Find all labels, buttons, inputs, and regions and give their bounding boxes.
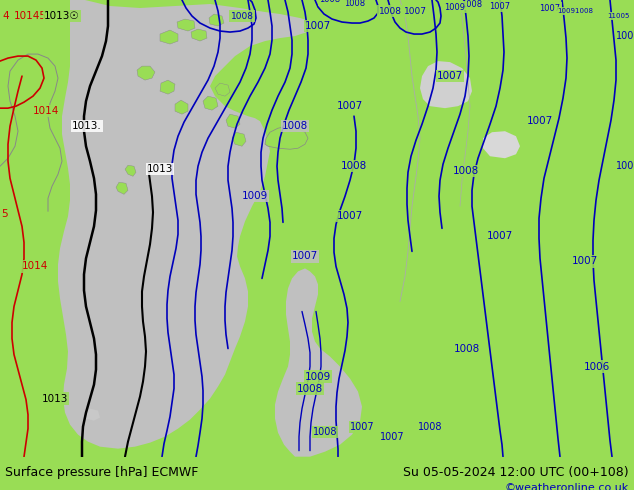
Text: 1013.: 1013. (72, 121, 101, 131)
Text: 4: 4 (2, 11, 9, 21)
Text: 1007: 1007 (487, 231, 513, 242)
Polygon shape (58, 0, 315, 449)
Text: 1006: 1006 (584, 362, 610, 371)
Text: 1008: 1008 (462, 0, 482, 8)
Polygon shape (275, 269, 362, 457)
Polygon shape (177, 19, 195, 31)
Polygon shape (125, 165, 136, 176)
Text: 1013: 1013 (42, 393, 68, 404)
Text: 1008: 1008 (418, 421, 443, 432)
Polygon shape (191, 29, 207, 41)
Text: 1007: 1007 (337, 211, 363, 221)
Text: 1009: 1009 (444, 2, 465, 11)
Text: 1008: 1008 (453, 166, 479, 176)
Text: 1008: 1008 (282, 121, 308, 131)
Text: 1008: 1008 (297, 384, 323, 393)
Polygon shape (215, 83, 230, 96)
Text: 10145: 10145 (13, 11, 46, 21)
Text: 1008: 1008 (320, 0, 340, 4)
Text: 1007: 1007 (337, 101, 363, 111)
Polygon shape (203, 96, 218, 110)
Polygon shape (160, 80, 175, 94)
Text: 1008: 1008 (378, 6, 401, 16)
Text: 1007: 1007 (305, 21, 331, 31)
Text: 1008: 1008 (313, 427, 337, 437)
Text: 1009: 1009 (305, 371, 331, 382)
Text: 1008: 1008 (454, 343, 480, 353)
Text: 1006: 1006 (616, 31, 634, 41)
Text: 1007: 1007 (350, 421, 374, 432)
Polygon shape (175, 100, 188, 114)
Text: ©weatheronline.co.uk: ©weatheronline.co.uk (505, 483, 629, 490)
Text: 1007: 1007 (380, 432, 404, 441)
Text: 5: 5 (1, 209, 8, 220)
Text: 1007: 1007 (403, 6, 427, 16)
Text: 1007: 1007 (540, 3, 560, 13)
Polygon shape (483, 131, 520, 158)
Text: 1008: 1008 (341, 161, 367, 171)
Text: 1009: 1009 (242, 191, 268, 201)
Text: 1007: 1007 (572, 256, 598, 267)
Polygon shape (85, 409, 100, 420)
Text: 1013☉: 1013☉ (44, 11, 80, 21)
Text: 1007: 1007 (489, 1, 510, 10)
Text: 1007: 1007 (437, 71, 463, 81)
Text: 1007: 1007 (527, 116, 553, 126)
Polygon shape (265, 126, 308, 149)
Polygon shape (160, 30, 178, 44)
Polygon shape (420, 61, 472, 108)
Text: 1008: 1008 (344, 0, 366, 7)
Text: 1007: 1007 (292, 251, 318, 261)
Polygon shape (137, 66, 155, 80)
Polygon shape (232, 132, 246, 146)
Polygon shape (226, 114, 240, 128)
Polygon shape (116, 182, 128, 195)
Text: Surface pressure [hPa] ECMWF: Surface pressure [hPa] ECMWF (5, 466, 198, 479)
Text: 1014: 1014 (22, 261, 48, 271)
Text: 1007: 1007 (616, 161, 634, 171)
Text: 11005: 11005 (607, 13, 629, 19)
Text: 1008: 1008 (231, 12, 254, 21)
Text: 10091008: 10091008 (557, 8, 593, 14)
Text: Su 05-05-2024 12:00 UTC (00+108): Su 05-05-2024 12:00 UTC (00+108) (403, 466, 629, 479)
Text: 1014: 1014 (33, 106, 59, 116)
Polygon shape (209, 14, 224, 26)
Text: 1013: 1013 (147, 164, 173, 174)
